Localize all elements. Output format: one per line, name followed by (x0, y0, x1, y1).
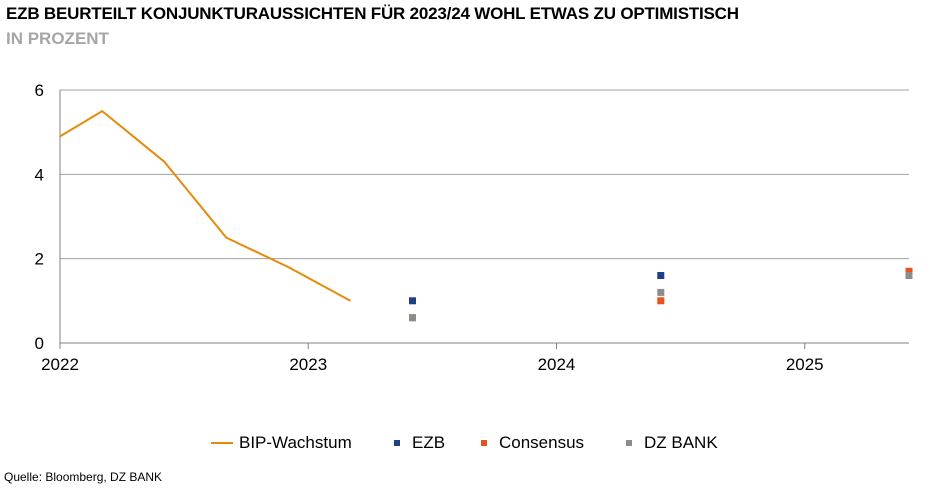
point-ezb-1 (657, 272, 665, 279)
chart-title: EZB BEURTEILT KONJUNKTURAUSSICHTEN FÜR 2… (6, 4, 739, 23)
source-note: Quelle: Bloomberg, DZ BANK (4, 470, 163, 484)
point-dz-bank-0 (409, 314, 416, 322)
legend-swatch-ezb (394, 440, 400, 446)
y-tick-label-4: 4 (35, 165, 44, 184)
legend-swatch-dz-bank (626, 440, 632, 446)
y-tick-label-0: 0 (35, 334, 44, 353)
x-tick-label-2024: 2024 (538, 355, 576, 374)
x-tick-label-2023: 2023 (289, 355, 327, 374)
axes (59, 90, 909, 349)
legend-swatch-consensus (481, 440, 487, 446)
legend-label-consensus: Consensus (499, 433, 585, 452)
legend-swatch-bip-wachstum (211, 442, 233, 444)
legend-item-dz-bank: DZ BANK (626, 431, 718, 455)
point-ezb-0 (409, 297, 416, 305)
point-consensus-2 (905, 267, 913, 275)
point-consensus-1 (657, 297, 665, 305)
legend-item-consensus: Consensus (481, 431, 584, 455)
x-tick-label-2022: 2022 (41, 355, 79, 374)
series-line-bip-wachstum (59, 110, 351, 302)
y-tick-label-2: 2 (35, 250, 44, 269)
x-tick-label-2025: 2025 (786, 355, 824, 374)
series (59, 110, 913, 322)
legend-item-bip-wachstum: BIP-Wachstum (211, 431, 352, 455)
chart-subtitle: IN PROZENT (6, 29, 109, 48)
grid-lines (60, 89, 909, 260)
legend: BIP-Wachstum EZB Consensus DZ BANK (0, 431, 941, 455)
point-dz-bank-1 (657, 288, 665, 296)
point-dz-bank-2 (905, 272, 913, 279)
legend-item-ezb: EZB (394, 431, 445, 455)
legend-label-bip-wachstum: BIP-Wachstum (239, 433, 352, 452)
legend-label-dz-bank: DZ BANK (644, 433, 718, 452)
tick-labels: 0 2 4 6 2022 2023 2024 2025 (35, 81, 824, 374)
legend-label-ezb: EZB (412, 433, 446, 452)
y-tick-label-6: 6 (35, 81, 44, 100)
